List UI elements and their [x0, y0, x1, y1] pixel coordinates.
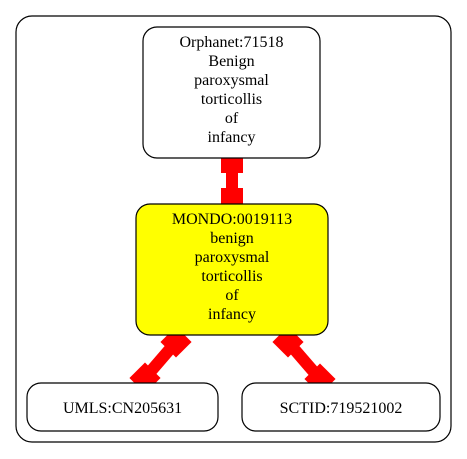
node-orphanet-line-1: Orphanet:71518 — [180, 34, 284, 51]
edge-orphanet-mondo — [221, 151, 243, 210]
node-umls-line-1: UMLS:CN205631 — [63, 400, 182, 417]
node-orphanet-line-5: of — [225, 110, 239, 127]
node-mondo[interactable]: MONDO:0019113 benign paroxysmal torticol… — [135, 203, 329, 336]
node-sctid[interactable]: SCTID:719521002 — [241, 382, 441, 432]
node-umls-box — [26, 382, 219, 432]
node-orphanet-box — [142, 26, 321, 159]
node-mondo-box — [135, 203, 329, 336]
node-mondo-line-6: infancy — [208, 306, 256, 323]
node-orphanet-line-2: Benign — [208, 53, 254, 70]
node-sctid-box — [241, 382, 441, 432]
node-mondo-line-2: benign — [210, 230, 254, 247]
node-mondo-line-1: MONDO:0019113 — [172, 211, 292, 228]
node-orphanet-line-6: infancy — [208, 129, 256, 146]
node-mondo-line-3: paroxysmal — [195, 249, 270, 266]
node-sctid-line-1: SCTID:719521002 — [280, 400, 403, 417]
node-orphanet-line-3: paroxysmal — [194, 72, 269, 89]
node-umls[interactable]: UMLS:CN205631 — [26, 382, 219, 432]
cluster-border — [15, 15, 452, 443]
node-mondo-line-4: torticollis — [201, 268, 262, 285]
node-orphanet[interactable]: Orphanet:71518 Benign paroxysmal tortico… — [142, 26, 321, 159]
node-mondo-line-5: of — [225, 287, 239, 304]
edge-orphanet-mondo-shaft — [226, 170, 238, 192]
node-orphanet-line-4: torticollis — [201, 91, 262, 108]
